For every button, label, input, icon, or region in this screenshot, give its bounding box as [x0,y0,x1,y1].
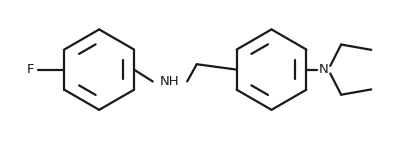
Text: NH: NH [160,75,180,88]
Text: F: F [27,63,35,76]
Text: N: N [319,63,328,76]
